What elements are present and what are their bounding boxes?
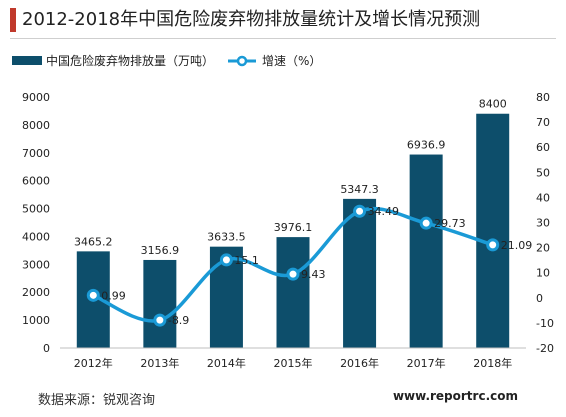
growth-value-label: 34.49 <box>368 205 400 218</box>
x-tick-label: 2018年 <box>473 356 512 370</box>
y-right-tick-label: 20 <box>536 242 550 255</box>
bar-3 <box>276 237 310 348</box>
bar-value-label: 3465.2 <box>74 235 113 248</box>
website-watermark: www.reportrc.com <box>392 389 518 403</box>
bar-5 <box>409 154 443 348</box>
y-left-tick-label: 6000 <box>22 175 50 188</box>
title-bar: 2012-2018年中国危险废弃物排放量统计及增长情况预测 <box>0 0 566 40</box>
growth-value-label: -8.9 <box>168 314 189 327</box>
x-tick-label: 2014年 <box>207 356 246 370</box>
bar-value-label: 5347.3 <box>340 183 379 196</box>
bar-value-label: 3976.1 <box>274 221 313 234</box>
x-tick-label: 2012年 <box>74 356 113 370</box>
y-right-tick-label: 0 <box>536 292 543 305</box>
title-divider <box>10 38 556 39</box>
data-source: 数据来源：锐观咨询 <box>38 393 156 408</box>
y-right-tick-label: 30 <box>536 217 550 230</box>
bar-value-label: 3633.5 <box>207 231 246 244</box>
x-tick-label: 2013年 <box>140 356 179 370</box>
y-left-tick-label: 3000 <box>22 258 50 271</box>
y-right-tick-label: 50 <box>536 166 550 179</box>
legend-label-line: 增速（%） <box>262 54 321 68</box>
y-left-tick-label: 0 <box>43 342 50 355</box>
x-tick-label: 2017年 <box>407 356 446 370</box>
y-left-tick-label: 7000 <box>22 147 50 160</box>
growth-value-label: 0.99 <box>101 289 126 302</box>
growth-marker-5 <box>419 216 433 230</box>
bar-1 <box>143 259 177 348</box>
bar-6 <box>476 113 510 348</box>
legend-marker-line <box>236 55 248 67</box>
growth-value-label: 9.43 <box>301 268 326 281</box>
bar-value-label: 3156.9 <box>141 244 180 257</box>
legend-swatch-bar <box>12 56 42 65</box>
y-left-tick-label: 5000 <box>22 203 50 216</box>
growth-value-label: 15.1 <box>234 254 259 267</box>
y-left-tick-label: 8000 <box>22 119 50 132</box>
legend-label-bar: 中国危险废弃物排放量（万吨） <box>46 53 214 68</box>
growth-marker-6 <box>486 238 500 252</box>
y-right-tick-label: 10 <box>536 267 550 280</box>
bar-value-label: 6936.9 <box>407 139 446 152</box>
x-tick-label: 2015年 <box>274 356 313 370</box>
title-accent-bar <box>10 8 16 32</box>
y-right-tick-label: -10 <box>536 317 554 330</box>
y-left-tick-label: 2000 <box>22 286 50 299</box>
growth-marker-3 <box>286 267 300 281</box>
growth-marker-4 <box>353 204 367 218</box>
growth-value-label: 21.09 <box>501 239 533 252</box>
growth-marker-1 <box>153 313 167 327</box>
x-tick-label: 2016年 <box>340 356 379 370</box>
y-right-tick-label: 40 <box>536 191 550 204</box>
chart-title: 2012-2018年中国危险废弃物排放量统计及增长情况预测 <box>22 9 481 30</box>
y-left-tick-label: 1000 <box>22 314 50 327</box>
y-right-tick-label: 60 <box>536 141 550 154</box>
growth-marker-2 <box>219 253 233 267</box>
bar-4 <box>343 198 377 348</box>
y-left-tick-label: 9000 <box>22 91 50 104</box>
growth-value-label: 29.73 <box>434 217 466 230</box>
y-right-tick-label: -20 <box>536 342 554 355</box>
bar-value-label: 8400 <box>479 98 507 111</box>
growth-marker-0 <box>86 288 100 302</box>
y-left-tick-label: 4000 <box>22 230 50 243</box>
y-right-tick-label: 70 <box>536 116 550 129</box>
y-right-tick-label: 80 <box>536 91 550 104</box>
